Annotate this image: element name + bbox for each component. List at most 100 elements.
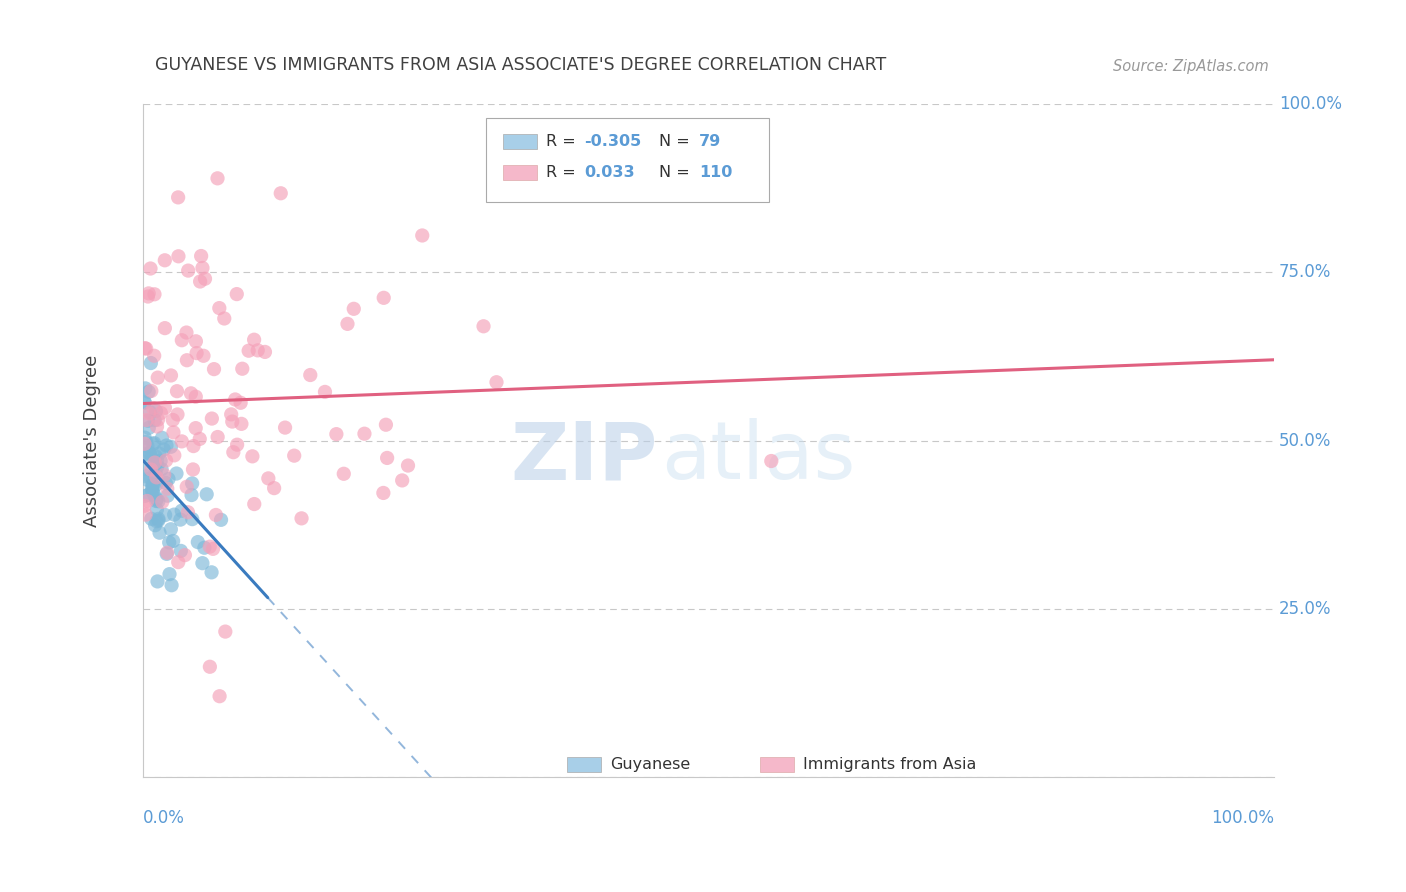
Point [145, 470, 167, 484]
Point [231, 361, 253, 376]
Point [205, 508, 228, 522]
Point [231, 417, 253, 431]
Point [139, 446, 162, 460]
Point [373, 291, 395, 305]
Point [135, 469, 157, 483]
Point [138, 384, 160, 399]
Text: ZIP: ZIP [510, 418, 658, 496]
Text: 25.0%: 25.0% [1279, 599, 1331, 618]
Point [180, 488, 202, 502]
Point [157, 472, 180, 486]
Point [145, 514, 167, 528]
Point [146, 370, 169, 384]
Point [145, 466, 167, 480]
Point [155, 453, 177, 467]
Point [153, 253, 176, 268]
Point [177, 263, 200, 277]
Point [184, 334, 207, 349]
Point [208, 690, 231, 704]
Point [190, 249, 212, 263]
Point [160, 368, 183, 383]
Point [208, 301, 231, 315]
Point [174, 548, 197, 562]
Point [163, 448, 186, 462]
Point [149, 406, 172, 420]
Point [202, 541, 225, 556]
Point [169, 513, 191, 527]
Point [343, 301, 366, 316]
Point [411, 228, 433, 243]
Point [156, 482, 179, 496]
Point [374, 417, 396, 432]
Point [180, 386, 202, 401]
Point [176, 326, 198, 340]
Point [207, 430, 229, 444]
Point [299, 368, 322, 382]
Point [373, 486, 395, 500]
Point [162, 425, 184, 440]
Point [202, 362, 225, 376]
Point [138, 447, 160, 461]
Point [141, 384, 163, 398]
Point [142, 401, 165, 415]
Point [136, 414, 159, 428]
Text: R =: R = [546, 134, 581, 149]
Point [176, 353, 198, 368]
Point [166, 408, 188, 422]
Point [214, 624, 236, 639]
Point [143, 349, 166, 363]
Point [200, 566, 222, 580]
Point [238, 343, 260, 358]
Point [167, 249, 190, 263]
Point [150, 495, 173, 509]
Point [181, 462, 204, 476]
Point [141, 462, 163, 476]
Point [145, 450, 167, 464]
Point [170, 333, 193, 347]
Point [226, 438, 249, 452]
Text: Guyanese: Guyanese [610, 756, 690, 772]
Point [134, 499, 156, 513]
Point [193, 541, 215, 555]
Point [153, 442, 176, 457]
Point [160, 522, 183, 536]
Point [270, 186, 292, 201]
Point [146, 419, 169, 434]
Point [156, 489, 179, 503]
Point [314, 384, 336, 399]
Point [141, 480, 163, 494]
Point [142, 477, 165, 491]
Point [333, 467, 356, 481]
Point [225, 287, 247, 301]
Point [141, 483, 163, 498]
Point [142, 437, 165, 451]
Text: Source: ZipAtlas.com: Source: ZipAtlas.com [1114, 59, 1268, 74]
Point [134, 381, 156, 395]
Point [170, 504, 193, 518]
Point [135, 508, 157, 522]
Point [153, 321, 176, 335]
Text: 75.0%: 75.0% [1279, 263, 1331, 281]
Point [166, 384, 188, 399]
Point [391, 474, 413, 488]
Point [143, 287, 166, 301]
Text: 0.033: 0.033 [585, 164, 636, 179]
Point [148, 514, 170, 528]
Point [201, 411, 224, 425]
Point [170, 544, 193, 558]
Point [148, 512, 170, 526]
Point [146, 454, 169, 468]
Point [145, 494, 167, 508]
Point [148, 494, 170, 508]
FancyBboxPatch shape [486, 118, 769, 202]
Text: atlas: atlas [661, 418, 856, 496]
Point [353, 426, 375, 441]
Point [283, 449, 305, 463]
Point [214, 311, 236, 326]
Point [135, 413, 157, 427]
FancyBboxPatch shape [759, 756, 794, 772]
Point [145, 477, 167, 491]
Point [134, 489, 156, 503]
Point [184, 390, 207, 404]
Point [139, 405, 162, 419]
